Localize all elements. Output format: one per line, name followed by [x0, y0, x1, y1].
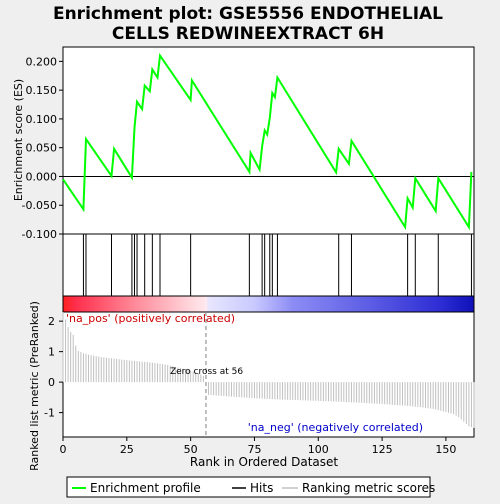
legend-label-ranking-metric: Ranking metric scores [302, 481, 435, 495]
metric-tick-label: 0 [48, 376, 55, 389]
negative-correlated-label: 'na_neg' (negatively correlated) [248, 421, 423, 434]
es-tick-label: 0.100 [26, 113, 58, 126]
legend-item-ranking-metric: Ranking metric scores [282, 481, 435, 495]
x-tick-label: 150 [435, 443, 456, 456]
es-tick-label: 0.050 [26, 142, 58, 155]
metric-panel [62, 311, 475, 438]
metric-tick-label: 2 [48, 315, 55, 328]
es-tick-label: -0.050 [22, 199, 57, 212]
ranked-list-heat-strip [62, 295, 475, 313]
legend-box [66, 476, 431, 498]
es-y-axis-label: Enrichment score (ES) [12, 79, 25, 201]
x-tick-label: 0 [60, 443, 67, 456]
es-panel [62, 46, 475, 235]
es-tick-label: 0.150 [26, 84, 58, 97]
legend-label-enrichment-profile: Enrichment profile [90, 481, 201, 495]
legend-item-enrichment-profile: Enrichment profile [72, 481, 201, 495]
es-axis: -0.100 -0.050 0.000 0.050 0.100 0.150 0.200 [22, 55, 63, 241]
legend-label-hits: Hits [250, 481, 273, 495]
x-tick-label: 125 [372, 443, 393, 456]
chart-title-line2: CELLS REDWINEEXTRACT 6H [112, 24, 384, 44]
es-tick-label: 0.200 [26, 55, 58, 68]
chart-title-line1: Enrichment plot: GSE5556 ENDOTHELIAL [53, 4, 443, 24]
legend-item-hits: Hits [232, 481, 273, 495]
es-tick-label: 0.000 [26, 170, 58, 183]
metric-bars [62, 312, 475, 428]
metric-axis: -1 0 1 2 [44, 315, 63, 420]
enrichment-profile-line [62, 52, 473, 231]
x-axis-label: Rank in Ordered Dataset [190, 455, 338, 469]
positive-correlated-label: 'na_pos' (positively correlated) [66, 312, 235, 325]
x-tick-label: 25 [120, 443, 134, 456]
hits-panel [62, 233, 475, 297]
x-tick-label: 100 [308, 443, 329, 456]
metric-tick-label: -1 [44, 407, 55, 420]
zero-cross-label: Zero cross at 56 [170, 367, 243, 377]
x-tick-label: 50 [184, 443, 198, 456]
x-axis: 0 25 50 75 100 125 150 [60, 437, 456, 456]
metric-y-axis-label: Ranked list metric (PreRanked) [28, 301, 41, 471]
hit-marks [82, 234, 472, 296]
metric-tick-label: 1 [48, 346, 55, 359]
es-tick-label: -0.100 [22, 228, 57, 241]
x-tick-label: 75 [247, 443, 261, 456]
